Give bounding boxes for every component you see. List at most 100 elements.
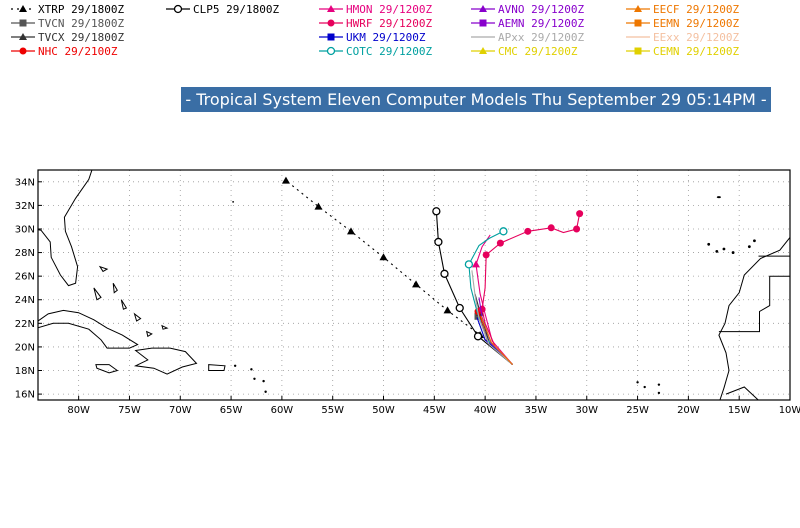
track-point-clp5 <box>455 303 464 313</box>
track-point-cotc <box>499 227 508 236</box>
track-line-hwrf <box>481 213 581 365</box>
island-bahamas <box>120 299 128 310</box>
legend-item-cmc: CMC 29/1200Z <box>470 44 577 58</box>
island-lesser-antilles <box>262 379 265 383</box>
legend-marker-xtrp <box>19 5 27 12</box>
tick-label-lon: 60W <box>271 405 294 416</box>
island-hispaniola <box>133 347 198 375</box>
legend-swatch-tvcn <box>11 19 35 27</box>
tick-label-lat: 28N <box>15 248 35 259</box>
legend-marker-cmc <box>479 47 487 54</box>
legend-item-eexx: EExx 29/1200Z <box>625 30 739 44</box>
coast-africa <box>718 236 790 400</box>
legend-swatch-hmon <box>319 5 343 12</box>
island-cuba <box>38 309 139 349</box>
legend-swatch-hwrf <box>319 19 343 27</box>
track-apxx <box>471 270 513 366</box>
tick-label-lat: 26N <box>15 272 35 283</box>
tick-label-lon: 25W <box>626 405 649 416</box>
legend-item-xtrp: XTRP 29/1800Z <box>10 2 124 16</box>
legend-item-aemn: AEMN 29/1200Z <box>470 16 584 30</box>
island-cape-verde <box>643 385 646 389</box>
legend-label: EEMN 29/1200Z <box>653 16 740 30</box>
legend-marker-clp5 <box>173 4 183 14</box>
track-point-xtrp <box>379 253 388 261</box>
legend-swatch-eecf <box>626 5 650 12</box>
legend-item-tvcn: TVCN 29/1800Z <box>10 16 124 30</box>
legend-label: AVNO 29/1200Z <box>498 2 585 16</box>
island-cape-verde <box>636 381 639 384</box>
legend-item-eemn: EEMN 29/1200Z <box>625 16 739 30</box>
legend-swatch-apxx <box>471 36 495 38</box>
track-map: 80W 75W 70W 65W 60W 55W 50W 45W 40W 35W 30W 25W 20W 1… <box>15 169 800 416</box>
tick-label-lon: 15W <box>728 405 751 416</box>
tick-label-lat: 34N <box>15 177 35 188</box>
tick-label-lon: 40W <box>474 405 497 416</box>
island-bahamas <box>98 265 109 273</box>
legend-swatch-ukm <box>319 33 343 41</box>
island-bahamas <box>112 282 118 294</box>
legend-label: COTC 29/1200Z <box>346 44 433 58</box>
track-clp5 <box>432 207 513 366</box>
track-point-hwrf <box>478 305 486 313</box>
tick-label-lat: 24N <box>15 295 35 306</box>
island-lesser-antilles <box>250 368 253 371</box>
tick-label-lon: 30W <box>575 405 598 416</box>
island-cape-verde <box>657 383 661 386</box>
tick-label-lat: 30N <box>15 224 35 235</box>
page-title: - Tropical System Eleven Computer Models… <box>181 87 771 112</box>
track-point-hwrf <box>573 225 581 233</box>
legend-marker-tvcn <box>19 19 27 27</box>
legend-swatch-cotc <box>319 46 343 56</box>
legend-label: CLP5 29/1800Z <box>193 2 280 16</box>
legend-swatch-eexx <box>626 36 650 38</box>
legend-swatch-xtrp <box>11 5 35 12</box>
tick-label-lat: 18N <box>15 366 35 377</box>
legend-swatch-tvcx <box>11 33 35 40</box>
coastlines <box>38 170 790 400</box>
legend-swatch-avno <box>471 5 495 12</box>
island-canaries <box>747 245 751 249</box>
island-lesser-antilles <box>253 377 256 380</box>
legend-item-ukm: UKM 29/1200Z <box>318 30 425 44</box>
tick-label-lat: 32N <box>15 201 35 212</box>
legend-item-cemn: CEMN 29/1200Z <box>625 44 739 58</box>
island-bahamas <box>145 330 153 338</box>
island-madeira <box>716 196 721 199</box>
island-jamaica <box>95 364 119 374</box>
legend-marker-hmon <box>327 5 335 12</box>
island-bermuda <box>232 200 235 203</box>
island-bahamas <box>93 287 102 301</box>
tick-label-lon: 20W <box>677 405 700 416</box>
track-point-tvcn <box>474 312 482 320</box>
track-point-hwrf <box>524 227 532 235</box>
legend-label: XTRP 29/1800Z <box>38 2 125 16</box>
legend-marker-ukm <box>327 33 335 41</box>
legend-label: HMON 29/1200Z <box>346 2 433 16</box>
legend-item-clp5: CLP5 29/1800Z <box>165 2 279 16</box>
legend-marker-avno <box>479 5 487 12</box>
island-canaries <box>715 249 719 253</box>
track-point-xtrp <box>443 306 452 314</box>
legend-marker-nhc <box>19 47 27 55</box>
track-line-apxx <box>471 270 513 366</box>
legend-label: HWRF 29/1200Z <box>346 16 433 30</box>
island-bahamas <box>133 312 142 322</box>
island-canaries <box>753 239 756 243</box>
tick-label-lon: 70W <box>169 405 192 416</box>
legend-item-tvcx: TVCX 29/1800Z <box>10 30 124 44</box>
legend-label: UKM 29/1200Z <box>346 30 426 44</box>
legend-marker-tvcx <box>19 33 27 40</box>
legend-marker-cotc <box>326 46 336 56</box>
island-canaries <box>707 242 711 246</box>
track-point-hwrf <box>547 224 555 232</box>
legend-marker-aemn <box>479 19 487 27</box>
model-tracks <box>281 176 584 366</box>
legend-marker-eecf <box>634 5 642 12</box>
legend-label: NHC 29/2100Z <box>38 44 118 58</box>
legend-label: AEMN 29/1200Z <box>498 16 585 30</box>
legend-item-nhc: NHC 29/2100Z <box>10 44 117 58</box>
border-senegal <box>725 386 775 400</box>
coast-florida <box>38 170 93 287</box>
legend-marker-hwrf <box>327 19 335 27</box>
